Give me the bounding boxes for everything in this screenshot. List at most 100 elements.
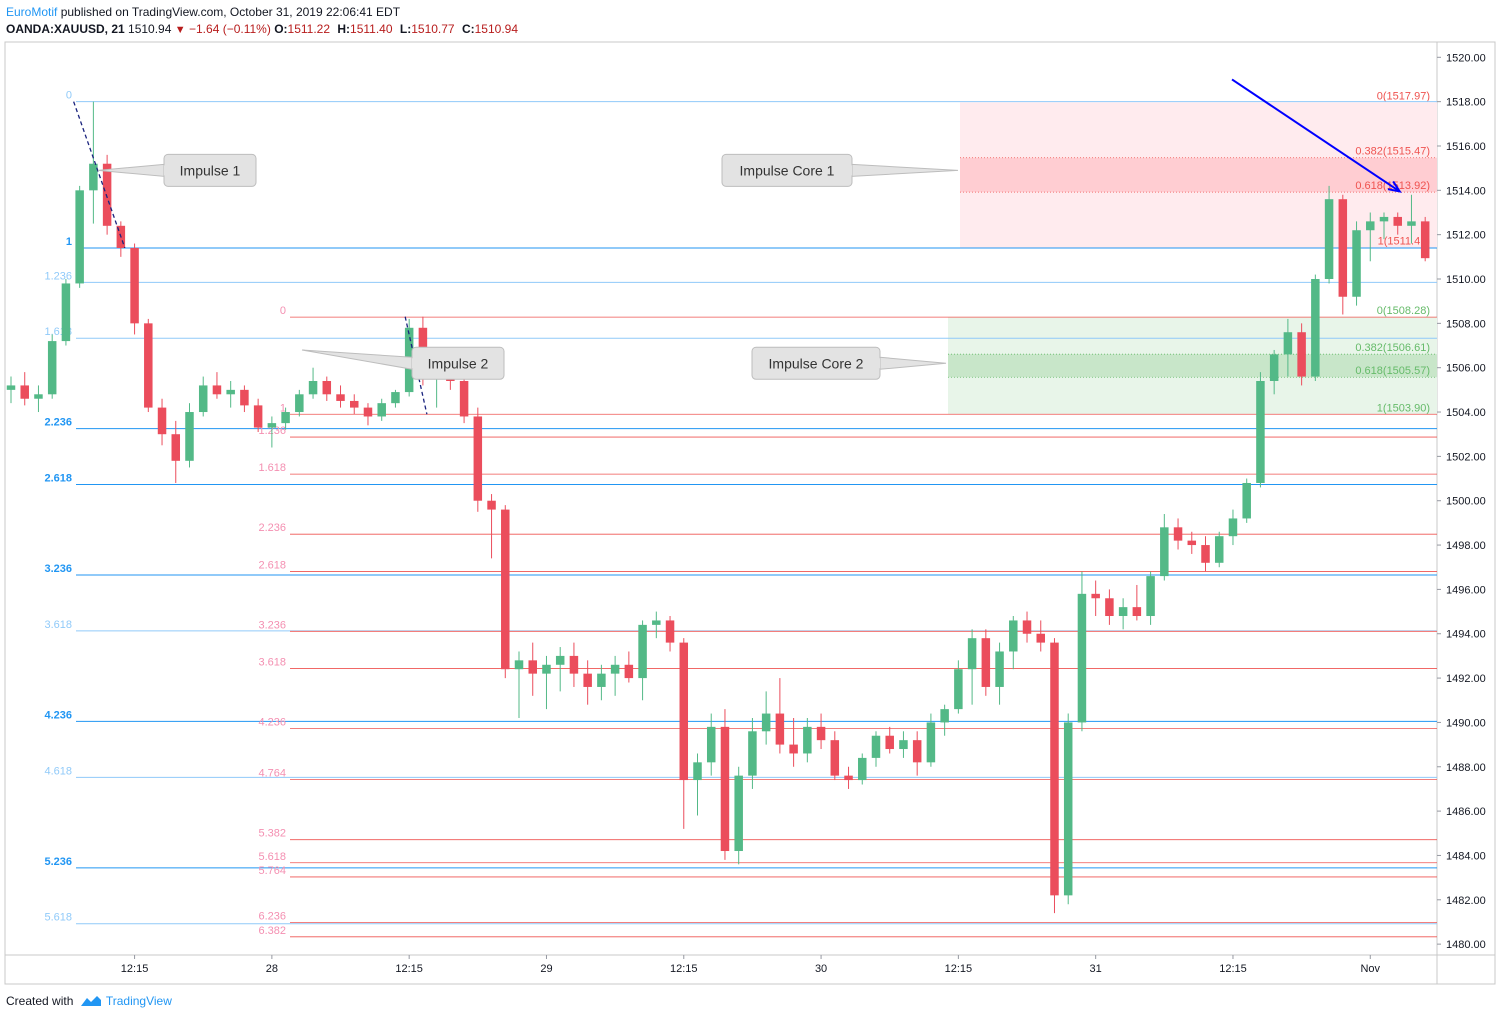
candle: [1132, 584, 1142, 621]
fib2-level-label: 5.618: [258, 851, 286, 863]
candle: [171, 420, 181, 483]
price-axis[interactable]: 1480.00 1482.00 1484.00 1486.00 1488.00 1490.…: [1437, 52, 1486, 951]
candle-body: [638, 624, 647, 679]
fib2-level-label: 4.236: [258, 716, 286, 728]
callouts[interactable]: Impulse 1 Impulse 2 Impulse Core 1 Impulse …: [97, 153, 959, 380]
fib-extension-2[interactable]: 011.2361.6182.2362.6183.2363.6184.2364.7…: [258, 305, 1437, 938]
candle-body: [665, 620, 675, 643]
candle-body: [1393, 216, 1402, 226]
candle-body: [940, 709, 949, 723]
candle-body: [528, 660, 537, 674]
open-label: O:: [274, 22, 288, 36]
candle: [830, 731, 840, 781]
candle-body: [720, 726, 730, 852]
candle-body: [912, 740, 922, 763]
candle-body: [253, 405, 263, 428]
candle-body: [514, 660, 524, 670]
fib2-level-label: 5.382: [258, 828, 286, 840]
price-tick-label: 1492.00: [1446, 673, 1486, 685]
price-tick-label: 1514.00: [1446, 185, 1486, 197]
author-link[interactable]: EuroMotif: [6, 5, 58, 19]
time-axis[interactable]: 12:15 28 12:15 29 12:15 30 12:15 31 12:15 Nov: [121, 955, 1381, 975]
candle: [679, 638, 689, 829]
fib2-level-label: 2.618: [258, 559, 286, 571]
candle: [1009, 616, 1018, 670]
candle-body: [583, 673, 592, 687]
candle-body: [336, 394, 345, 401]
candle: [720, 709, 730, 860]
price-tick-label: 1490.00: [1446, 717, 1486, 729]
candle-body: [871, 735, 881, 758]
candle: [995, 642, 1004, 705]
close-label: C:: [461, 22, 475, 36]
candle-body: [775, 713, 785, 745]
core-level-label: 0(1508.28): [1377, 305, 1430, 317]
candle-body: [130, 247, 139, 324]
created-with-label: Created with: [6, 994, 74, 1008]
candle: [1338, 194, 1348, 315]
candle-body: [322, 380, 332, 395]
candle: [473, 407, 483, 512]
candle: [871, 731, 881, 767]
fib-extension-1[interactable]: 0 1 1.236 1.618 2.236 2.618 3.236 3.618 4.236 4.6…: [44, 90, 1437, 925]
candle-body: [47, 341, 57, 395]
candle-body: [885, 735, 894, 750]
close-value: 1510.94: [474, 22, 519, 36]
candle: [1105, 589, 1114, 625]
fib1-level-label: 5.236: [44, 856, 72, 868]
candle-body: [734, 775, 743, 852]
candle: [789, 717, 798, 767]
candle: [130, 243, 139, 335]
candle: [157, 398, 167, 446]
candle-body: [20, 385, 29, 399]
candle: [198, 376, 208, 417]
candle-body: [597, 673, 606, 687]
candle-body: [226, 389, 235, 395]
candle-body: [1420, 221, 1430, 259]
candle-body: [1173, 527, 1183, 541]
candle: [858, 753, 867, 785]
open-value: 1511.22: [287, 22, 331, 36]
candle-body: [748, 731, 757, 776]
candle-body: [1118, 607, 1128, 617]
price-tick-label: 1512.00: [1446, 230, 1486, 242]
time-tick-label: Nov: [1360, 963, 1380, 975]
fib2-level-label: 5.764: [258, 865, 286, 877]
candle-body: [542, 664, 551, 674]
low-label: L:: [399, 22, 412, 36]
price-tick-label: 1488.00: [1446, 762, 1486, 774]
symbol-label[interactable]: OANDA:XAUUSD, 21: [6, 22, 125, 36]
price-tick-label: 1506.00: [1446, 363, 1486, 375]
candle: [569, 642, 579, 687]
candle-body: [830, 740, 840, 776]
candle: [899, 731, 908, 758]
candle: [295, 389, 304, 417]
time-tick-label: 12:15: [945, 963, 973, 975]
candle: [89, 101, 98, 224]
time-tick-label: 12:15: [395, 963, 423, 975]
candle-body: [1132, 607, 1142, 617]
price-tick-label: 1484.00: [1446, 850, 1486, 862]
tradingview-brand-link[interactable]: TradingView: [105, 994, 172, 1008]
candle-body: [1105, 598, 1114, 617]
callout-label: Impulse 2: [428, 355, 489, 371]
candle-body: [89, 163, 98, 191]
time-tick-label: 12:15: [670, 963, 698, 975]
candle-body: [1228, 518, 1238, 537]
candles: [6, 101, 1430, 914]
publish-line: EuroMotif published on TradingView.com, …: [6, 4, 1486, 21]
candle: [1063, 713, 1073, 905]
candle: [803, 717, 812, 763]
high-label: H:: [337, 22, 351, 36]
candle: [665, 616, 675, 652]
candle: [102, 154, 112, 235]
candle: [734, 766, 743, 865]
candle-body: [569, 655, 579, 674]
arrow-line: [1231, 78, 1401, 193]
candle-body: [1022, 620, 1032, 634]
candle-body: [954, 669, 963, 710]
candle: [652, 611, 661, 639]
candle-body: [295, 394, 304, 413]
callout: Impulse 2: [301, 346, 505, 380]
